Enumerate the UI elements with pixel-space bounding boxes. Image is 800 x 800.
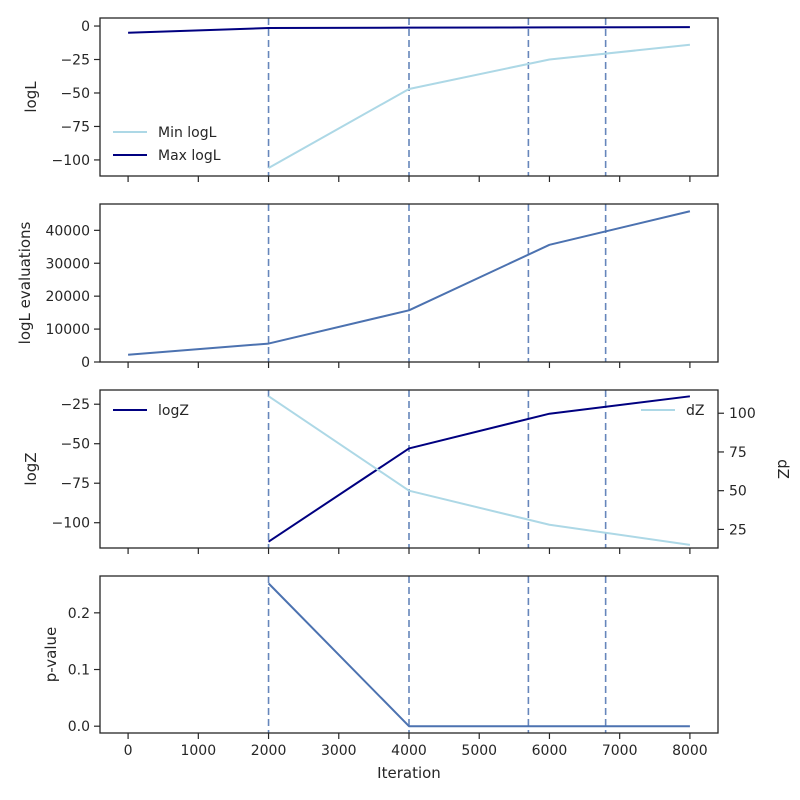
y2-axis-label: dZ xyxy=(774,459,792,479)
x-tick-label: 8000 xyxy=(672,743,708,759)
series-line-min-logl xyxy=(268,43,691,169)
y-tick-label: 30000 xyxy=(45,256,90,272)
y-tick-label: −25 xyxy=(60,397,90,413)
y-axis-label: logL xyxy=(22,81,40,113)
legend-dz: dZ xyxy=(641,403,704,419)
panel-3: −25 −50 −75 −100 25 50 75 100 dZ logZ xyxy=(22,389,792,554)
legend-min-logl-label: Min logL xyxy=(158,125,217,141)
legend-logz: logZ xyxy=(113,403,189,419)
y-tick-label: 40000 xyxy=(45,223,90,239)
y-axis-label: logL evaluations xyxy=(16,221,34,344)
series-line-dz xyxy=(267,395,691,546)
y-tick-label: 0 xyxy=(81,355,90,371)
x-tick-label: 3000 xyxy=(321,743,357,759)
panel-2: 0 10000 20000 30000 40000 logL evaluations xyxy=(16,203,719,371)
y-tick-label: 0.0 xyxy=(68,719,90,735)
y-tick-label: −50 xyxy=(60,437,90,453)
x-tick-label: 7000 xyxy=(602,743,638,759)
y-tick-label: −100 xyxy=(52,153,90,169)
y2-tick-label: 50 xyxy=(729,484,747,500)
panel-4: 0 1000 2000 3000 4000 5000 6000 7000 8000 Iterati… xyxy=(42,575,719,782)
series-line-p2 xyxy=(128,210,691,356)
y-tick-label: 0 xyxy=(81,19,90,35)
series-line-logz xyxy=(267,395,691,543)
y-axis-label: logZ xyxy=(22,452,40,485)
x-axis-label: Iteration xyxy=(377,764,441,782)
x-tick-label: 2000 xyxy=(251,743,287,759)
legend-dz-label: dZ xyxy=(686,403,704,419)
y-tick-label: 0.2 xyxy=(68,606,90,622)
y2-tick-label: 100 xyxy=(729,406,756,422)
y-tick-label: 10000 xyxy=(45,322,90,338)
y2-tick-label: 25 xyxy=(729,522,747,538)
legend-logz-label: logZ xyxy=(158,403,189,419)
y-tick-label: −50 xyxy=(60,86,90,102)
panel-1: 0 −25 −50 −75 −100 logL xyxy=(22,17,719,182)
x-tick-label: 5000 xyxy=(461,743,497,759)
y-tick-label: −75 xyxy=(60,119,90,135)
x-tick-label: 0 xyxy=(124,743,133,759)
y-tick-label: −25 xyxy=(60,53,90,69)
x-tick-label: 6000 xyxy=(532,743,568,759)
y2-tick-label: 75 xyxy=(729,445,747,461)
y-tick-label: −75 xyxy=(60,476,90,492)
x-tick-label: 1000 xyxy=(180,743,216,759)
legend-max-logl-label: Max logL xyxy=(158,148,221,164)
x-tick-label: 4000 xyxy=(391,743,427,759)
series-line-max-logl xyxy=(128,26,690,34)
y-tick-label: −100 xyxy=(52,516,90,532)
legend-logl: Min logL Max logL xyxy=(113,125,221,164)
y-axis-label: p-value xyxy=(42,627,60,683)
y-tick-label: 0.1 xyxy=(68,663,90,679)
y-tick-label: 20000 xyxy=(45,289,90,305)
series-line-p4 xyxy=(267,582,690,728)
